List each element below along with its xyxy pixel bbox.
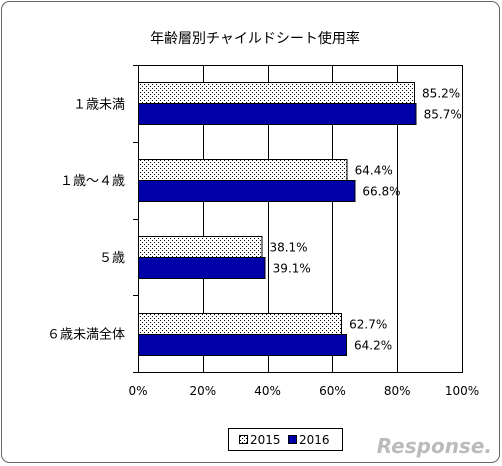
legend-swatch-2015 [239, 435, 248, 444]
bar-2016 [138, 103, 417, 125]
data-label: 85.7% [424, 108, 462, 122]
category-label: ６歳未満全体 [47, 327, 125, 343]
x-tick-label: 80% [384, 384, 411, 398]
category-label: ５歳 [99, 251, 125, 266]
bars [138, 82, 417, 356]
data-label: 66.8% [362, 185, 400, 199]
category-label: １歳未満 [73, 97, 125, 112]
data-label: 85.2% [422, 87, 460, 101]
category-label: １歳～４歳 [60, 174, 125, 189]
chart-title: 年齢層別チャイルドシート使用率 [150, 30, 360, 47]
bar-2015 [138, 159, 348, 181]
x-tick-label: 60% [319, 384, 346, 398]
bar-2015 [138, 313, 343, 335]
legend-swatch-2016 [288, 435, 297, 444]
data-label: 39.1% [273, 262, 311, 276]
x-tick-label: 20% [189, 384, 216, 398]
bar-2015 [138, 236, 263, 258]
data-label: 62.7% [349, 318, 387, 332]
data-label: 64.2% [354, 339, 392, 353]
legend-box [228, 428, 343, 451]
data-label: 64.4% [355, 164, 393, 178]
bar-2016 [138, 334, 348, 356]
data-label: 38.1% [269, 241, 307, 255]
bar-2016 [138, 257, 266, 279]
watermark-logo: Response. [377, 434, 492, 458]
x-tick-label: 0% [128, 384, 147, 398]
legend-label-2015: 2015 [250, 433, 281, 447]
bar-2015 [138, 82, 416, 104]
bar-2016 [138, 180, 356, 202]
data-labels: 85.2% 85.7% 64.4% 66.8% 38.1% 39.1% 62.7% 64.2% [269, 87, 461, 353]
legend: 2015 2016 [228, 428, 343, 451]
axes: 0% 20% 40% 60% 80% 100% １歳未満 １歳～４歳 ５歳 ６歳未満全体 [47, 65, 479, 398]
legend-label-2016: 2016 [299, 433, 330, 447]
x-tick-label: 100% [445, 384, 479, 398]
x-tick-label: 40% [254, 384, 281, 398]
